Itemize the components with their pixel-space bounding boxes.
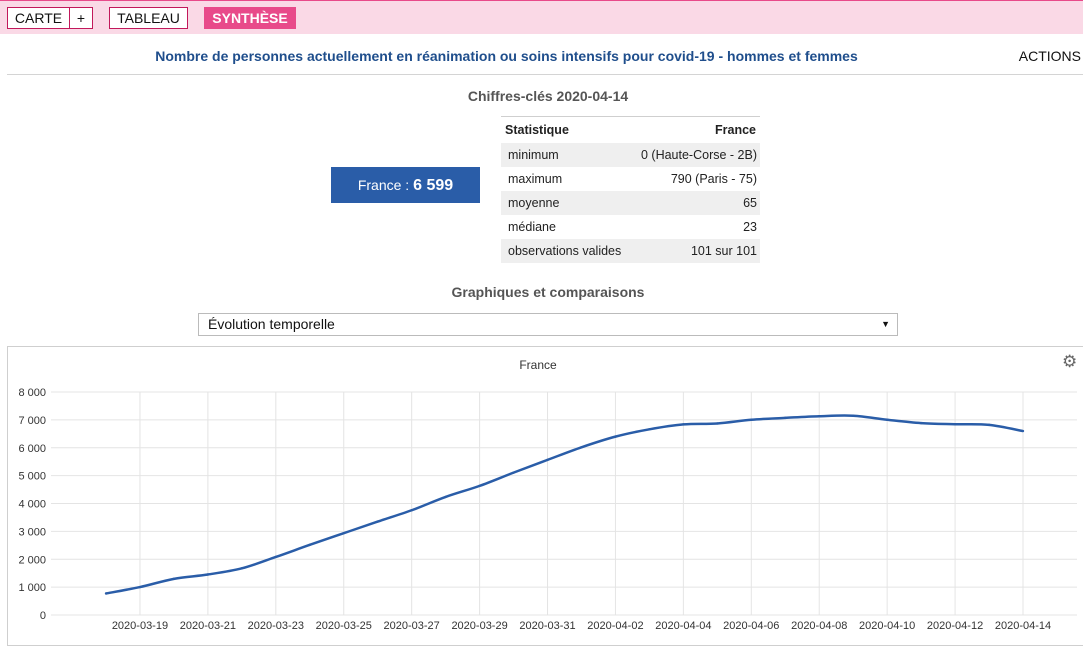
chart-title: France [519, 358, 557, 372]
gear-icon[interactable]: ⚙ [1062, 352, 1078, 371]
data-point[interactable] [444, 495, 447, 499]
data-point[interactable] [376, 520, 379, 523]
x-tick-label: 2020-03-23 [248, 620, 304, 632]
data-point[interactable] [953, 422, 957, 426]
data-point[interactable] [784, 416, 787, 420]
y-tick-label: 6 000 [18, 443, 46, 455]
time-series-chart: France 0 1 000 2 000 3 000 4 000 5 000 6 000 7 … [18, 358, 1077, 632]
france-total-value: 6 599 [413, 177, 454, 194]
data-point[interactable] [104, 592, 108, 595]
add-map-button[interactable]: + [69, 7, 93, 29]
table-header-row: Statistique France [501, 117, 760, 144]
tableau-button[interactable]: TABLEAU [109, 7, 188, 29]
france-total-badge: France : 6 599 [331, 167, 480, 203]
y-tick-label: 5 000 [18, 471, 46, 483]
x-tick-label: 2020-04-10 [859, 620, 915, 632]
carte-button[interactable]: CARTE [7, 7, 70, 29]
data-point[interactable] [172, 577, 176, 581]
data-point[interactable] [342, 531, 345, 535]
chart-type-select[interactable]: Évolution temporelle ▼ [198, 313, 898, 336]
x-tick-label: 2020-04-12 [927, 620, 983, 632]
x-tick-label: 2020-03-19 [112, 620, 168, 632]
data-point[interactable] [206, 573, 210, 576]
row-value: 0 (Haute-Corse - 2B) [640, 148, 757, 162]
series-line-france [105, 414, 1024, 595]
row-value: 23 [743, 220, 757, 234]
data-point[interactable] [648, 428, 651, 431]
row-label: observations valides [508, 244, 622, 258]
row-value: 65 [743, 196, 757, 210]
table-row: maximum 790 (Paris - 75) [501, 167, 760, 191]
data-point[interactable] [478, 484, 481, 488]
y-tick-label: 1 000 [18, 582, 46, 594]
data-point[interactable] [138, 585, 142, 589]
row-label: minimum [508, 148, 559, 162]
y-tick-label: 2 000 [18, 554, 46, 566]
x-tick-label: 2020-04-14 [995, 620, 1051, 632]
x-tick-label: 2020-04-02 [587, 620, 643, 632]
data-point[interactable] [1021, 429, 1025, 433]
data-point[interactable] [716, 422, 719, 425]
statistics-table: Statistique France minimum 0 (Haute-Cors… [501, 116, 760, 263]
data-point[interactable] [308, 543, 311, 547]
col-header-france: France [715, 123, 756, 137]
y-tick-label: 0 [40, 610, 46, 622]
row-label: médiane [508, 220, 556, 234]
data-point[interactable] [682, 423, 685, 426]
table-row: observations valides 101 sur 101 [501, 239, 760, 263]
data-point[interactable] [274, 555, 278, 559]
actions-menu[interactable]: ACTIONS [1018, 48, 1081, 64]
table-row: minimum 0 (Haute-Corse - 2B) [501, 143, 760, 167]
x-tick-label: 2020-03-25 [316, 620, 372, 632]
row-value: 101 sur 101 [690, 244, 757, 258]
row-value: 790 (Paris - 75) [670, 172, 757, 186]
table-row: moyenne 65 [501, 191, 760, 215]
x-tick-label: 2020-03-21 [180, 620, 236, 632]
data-point[interactable] [512, 471, 515, 474]
keyfigures-title: Chiffres-clés 2020-04-14 [467, 88, 629, 104]
data-point[interactable] [614, 435, 617, 438]
y-tick-label: 3 000 [18, 526, 46, 538]
x-tick-label: 2020-03-27 [384, 620, 440, 632]
x-tick-label: 2020-03-31 [519, 620, 575, 632]
data-point[interactable] [546, 458, 549, 462]
y-tick-label: 7 000 [18, 415, 46, 427]
col-header-statistique: Statistique [505, 123, 569, 137]
page-title: Nombre de personnes actuellement en réan… [155, 48, 858, 64]
header-divider [7, 74, 1083, 75]
data-point[interactable] [987, 423, 991, 427]
row-label: maximum [508, 172, 563, 186]
data-point[interactable] [580, 446, 583, 449]
caret-down-icon: ▼ [881, 319, 890, 329]
top-toolbar: CARTE + TABLEAU SYNTHÈSE [0, 0, 1083, 34]
france-total-label: France : [357, 177, 414, 193]
row-label: moyenne [508, 196, 560, 210]
synthese-button[interactable]: SYNTHÈSE [204, 7, 296, 29]
y-tick-label: 4 000 [18, 499, 46, 511]
data-point[interactable] [885, 418, 889, 421]
y-tick-label: 8 000 [18, 387, 46, 399]
chart-type-select-value: Évolution temporelle [208, 316, 335, 332]
data-point[interactable] [240, 567, 244, 570]
graphs-title: Graphiques et comparaisons [451, 284, 645, 300]
data-point[interactable] [410, 509, 413, 512]
x-tick-label: 2020-04-04 [655, 620, 711, 632]
x-tick-label: 2020-04-08 [791, 620, 847, 632]
x-tick-label: 2020-04-06 [723, 620, 779, 632]
data-point[interactable] [919, 421, 923, 425]
x-tick-label: 2020-03-29 [451, 620, 507, 632]
data-point[interactable] [750, 418, 753, 421]
table-row: médiane 23 [501, 215, 760, 239]
chart-panel: France 0 1 000 2 000 3 000 4 000 5 000 6 000 7 … [7, 346, 1083, 646]
data-point[interactable] [851, 414, 855, 417]
data-point[interactable] [818, 415, 821, 418]
